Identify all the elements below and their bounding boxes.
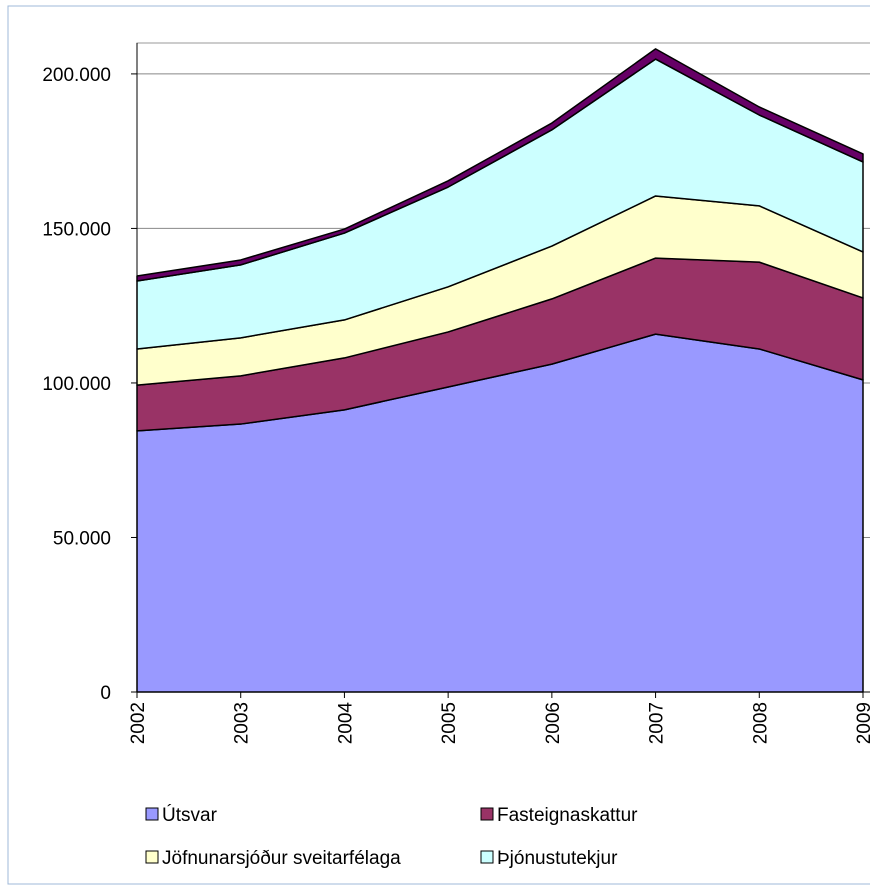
legend-label: Jöfnunarsjóður sveitarfélaga <box>162 848 401 869</box>
area <box>136 48 864 282</box>
legend-swatch <box>145 850 159 864</box>
legend-swatch <box>480 850 494 864</box>
x-tick-label: 2008 <box>750 702 771 744</box>
legend-swatch <box>145 807 159 821</box>
legend-label: Fasteignaskattur <box>497 805 638 826</box>
x-tick-label: 2007 <box>647 702 668 744</box>
legend-swatch <box>480 807 494 821</box>
y-tick-label: 0 <box>100 683 111 704</box>
y-tick-label: 100.000 <box>42 374 111 395</box>
x-tick-label: 2004 <box>335 702 356 745</box>
legend-label: Þjónustutekjur <box>497 848 618 869</box>
x-tick-label: 2002 <box>128 702 149 744</box>
x-tick-label: 2005 <box>439 702 460 744</box>
x-tick-label: 2006 <box>543 702 564 744</box>
y-tick-label: 150.000 <box>42 219 111 240</box>
y-tick-label: 200.000 <box>42 65 111 86</box>
x-tick-label: 2009 <box>854 702 870 744</box>
y-tick-label: 50.000 <box>53 528 111 549</box>
x-tick-label: 2003 <box>232 702 253 744</box>
legend-label: Útsvar <box>162 804 218 826</box>
